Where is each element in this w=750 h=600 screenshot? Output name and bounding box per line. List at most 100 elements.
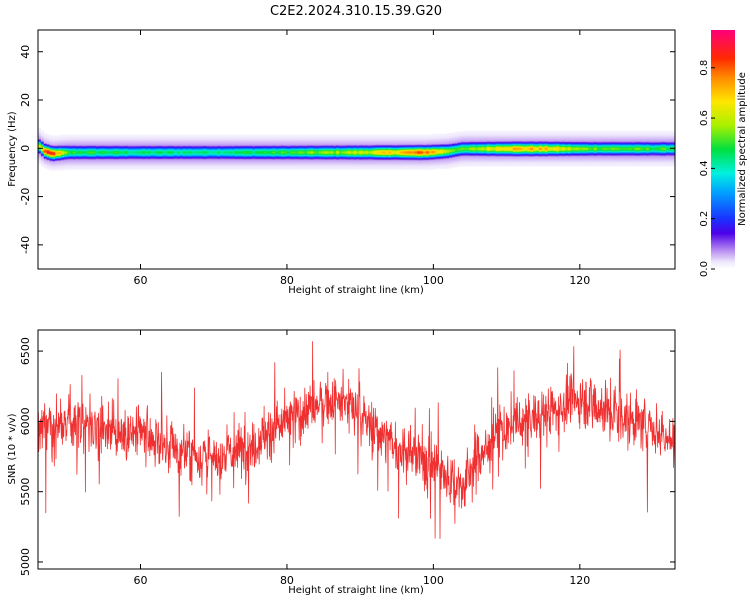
heatmap-cell [116, 161, 120, 163]
heatmap-cell [148, 152, 152, 154]
heatmap-cell [197, 143, 201, 145]
heatmap-cell [229, 135, 233, 137]
heatmap-cell [171, 142, 175, 145]
heatmap-cell [58, 159, 62, 161]
heatmap-cell [249, 157, 253, 160]
heatmap-cell [318, 152, 323, 154]
heatmap-cell [272, 163, 277, 165]
heatmap-cell [40, 151, 45, 153]
heatmap-cell [217, 150, 222, 153]
heatmap-cell [289, 139, 294, 141]
heatmap-cell [205, 136, 210, 138]
heatmap-cell [347, 163, 352, 165]
heatmap-cell [153, 134, 158, 137]
heatmap-cell [148, 145, 152, 148]
heatmap-cell [318, 141, 323, 143]
heatmap-cell [266, 167, 271, 170]
heatmap-cell [142, 153, 146, 155]
heatmap-cell [223, 149, 227, 152]
heatmap-cell [255, 162, 259, 165]
heatmap-cell [110, 138, 114, 141]
heatmap-cell [40, 135, 45, 137]
heatmap-cell [159, 140, 164, 142]
heatmap-cell [182, 157, 187, 159]
heatmap-cell [176, 151, 181, 153]
heatmap-cell [119, 167, 123, 170]
heatmap-cell [145, 149, 149, 152]
heatmap-cell [344, 135, 349, 137]
heatmap-cell [182, 145, 187, 147]
heatmap-cell [113, 151, 117, 153]
heatmap-cell [150, 167, 155, 170]
heatmap-cell [182, 136, 187, 138]
heatmap-cell [101, 167, 106, 170]
heatmap-cell [64, 149, 68, 151]
heatmap-cell [124, 140, 129, 142]
heatmap-cell [301, 165, 305, 167]
heatmap-cell [359, 150, 363, 153]
heatmap-cell [298, 161, 303, 164]
heatmap-cell [232, 146, 236, 149]
heatmap-cell [347, 164, 352, 166]
heatmap-cell [223, 137, 227, 140]
heatmap-cell [119, 134, 123, 137]
heatmap-cell [310, 164, 314, 166]
heatmap-cell [255, 141, 259, 143]
heatmap-cell [330, 145, 334, 148]
heatmap-cell [127, 158, 132, 161]
heatmap-cell [359, 143, 363, 145]
heatmap-cell [139, 167, 143, 170]
heatmap-cell [159, 154, 164, 157]
heatmap-cell [275, 153, 279, 156]
heatmap-cell [69, 134, 74, 137]
heatmap-cell [229, 160, 233, 162]
heatmap-cell [87, 159, 91, 161]
heatmap-cell [72, 147, 77, 149]
heatmap-cell [197, 148, 201, 150]
heatmap-cell [281, 158, 285, 161]
heatmap-cell [234, 150, 239, 153]
heatmap-cell [318, 140, 323, 142]
heatmap-cell [98, 141, 103, 144]
heatmap-cell [255, 143, 259, 145]
heatmap-cell [75, 144, 80, 146]
heatmap-cell [194, 162, 198, 165]
heatmap-cell [81, 163, 85, 165]
heatmap-cell [46, 153, 51, 155]
heatmap-cell [281, 145, 285, 147]
heatmap-cell [295, 162, 300, 165]
heatmap-cell [255, 168, 259, 170]
heatmap-cell [321, 140, 326, 142]
heatmap-cell [342, 166, 346, 168]
heatmap-cell [315, 144, 320, 146]
heatmap-cell [130, 140, 135, 142]
heatmap-cell [191, 152, 195, 154]
heatmap-cell [356, 143, 360, 145]
heatmap-cell [174, 149, 178, 151]
heatmap-cell [203, 145, 207, 148]
heatmap-cell [116, 161, 120, 164]
heatmap-cell [336, 153, 340, 155]
heatmap-cell [330, 137, 334, 140]
heatmap-cell [159, 158, 164, 161]
heatmap-cell [124, 136, 129, 138]
heatmap-cell [324, 142, 329, 145]
heatmap-cell [61, 165, 65, 167]
heatmap-cell [287, 134, 291, 137]
heatmap-cell [365, 146, 369, 149]
heatmap-cell [220, 168, 224, 170]
heatmap-cell [87, 157, 91, 160]
heatmap-cell [220, 155, 224, 157]
heatmap-cell [107, 151, 111, 153]
heatmap-cell [301, 137, 305, 139]
heatmap-cell [281, 153, 285, 155]
heatmap-cell [342, 168, 346, 170]
heatmap-cell [333, 160, 337, 162]
heatmap-cell [107, 149, 111, 152]
heatmap-cell [197, 135, 201, 137]
heatmap-cell [269, 136, 274, 138]
heatmap-cell [66, 136, 71, 138]
heatmap-cell [148, 153, 152, 156]
heatmap-cell [182, 146, 187, 149]
heatmap-cell [339, 150, 343, 153]
